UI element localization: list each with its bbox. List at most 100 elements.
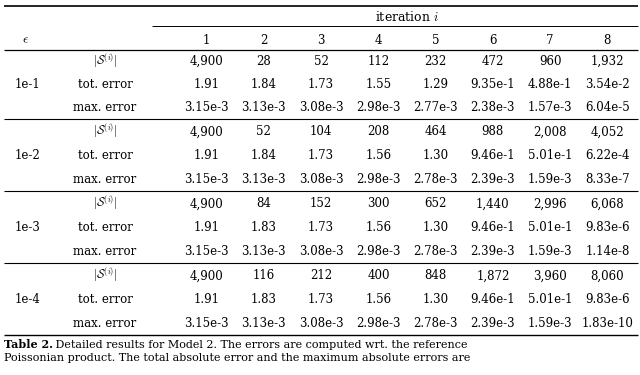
Text: 2,996: 2,996 (533, 197, 567, 210)
Text: 3.08e-3: 3.08e-3 (299, 316, 344, 330)
Text: 9.46e-1: 9.46e-1 (470, 221, 515, 234)
Text: 4,052: 4,052 (591, 125, 624, 138)
Text: 5.01e-1: 5.01e-1 (528, 293, 572, 306)
Text: 1.91: 1.91 (194, 78, 220, 91)
Text: 1e-3: 1e-3 (15, 221, 41, 234)
Text: 652: 652 (424, 197, 447, 210)
Text: 1.91: 1.91 (194, 149, 220, 162)
Text: 1.59e-3: 1.59e-3 (528, 244, 572, 258)
Text: 1.83: 1.83 (251, 221, 277, 234)
Text: 2.78e-3: 2.78e-3 (413, 316, 458, 330)
Text: 7: 7 (547, 33, 554, 46)
Text: $|\mathcal{S}^{(i)}|$: $|\mathcal{S}^{(i)}|$ (93, 266, 117, 285)
Text: 1.73: 1.73 (308, 221, 334, 234)
Text: 1: 1 (203, 33, 211, 46)
Text: 5: 5 (432, 33, 440, 46)
Text: 1.59e-3: 1.59e-3 (528, 172, 572, 186)
Text: 1.91: 1.91 (194, 293, 220, 306)
Text: 6,068: 6,068 (591, 197, 624, 210)
Text: 1.83: 1.83 (251, 293, 277, 306)
Text: tot. error: tot. error (77, 293, 132, 306)
Text: 1.83e-10: 1.83e-10 (581, 316, 634, 330)
Text: 1e-1: 1e-1 (15, 78, 41, 91)
Text: 9.83e-6: 9.83e-6 (585, 293, 630, 306)
Text: 2.98e-3: 2.98e-3 (356, 172, 401, 186)
Text: 1,440: 1,440 (476, 197, 509, 210)
Text: 6.22e-4: 6.22e-4 (585, 149, 630, 162)
Text: 4,900: 4,900 (189, 269, 223, 282)
Text: 1.30: 1.30 (422, 221, 449, 234)
Text: 960: 960 (539, 55, 561, 68)
Text: 1.29: 1.29 (422, 78, 449, 91)
Text: 52: 52 (257, 125, 271, 138)
Text: 4.88e-1: 4.88e-1 (528, 78, 572, 91)
Text: 988: 988 (482, 125, 504, 138)
Text: 212: 212 (310, 269, 332, 282)
Text: 3.13e-3: 3.13e-3 (241, 101, 286, 114)
Text: 6.04e-5: 6.04e-5 (585, 101, 630, 114)
Text: $|\mathcal{S}^{(i)}|$: $|\mathcal{S}^{(i)}|$ (93, 194, 117, 213)
Text: 3.15e-3: 3.15e-3 (184, 316, 229, 330)
Text: 1e-2: 1e-2 (15, 149, 41, 162)
Text: 5.01e-1: 5.01e-1 (528, 149, 572, 162)
Text: $\epsilon$: $\epsilon$ (22, 33, 29, 46)
Text: 3.15e-3: 3.15e-3 (184, 172, 229, 186)
Text: max. error: max. error (74, 101, 136, 114)
Text: 1.56: 1.56 (365, 221, 392, 234)
Text: 9.83e-6: 9.83e-6 (585, 221, 630, 234)
Text: 1.91: 1.91 (194, 221, 220, 234)
Text: 3.15e-3: 3.15e-3 (184, 244, 229, 258)
Text: 152: 152 (310, 197, 332, 210)
Text: 3.08e-3: 3.08e-3 (299, 244, 344, 258)
Text: 4,900: 4,900 (189, 125, 223, 138)
Text: 2.38e-3: 2.38e-3 (470, 101, 515, 114)
Text: 2.39e-3: 2.39e-3 (470, 172, 515, 186)
Text: 1,872: 1,872 (476, 269, 509, 282)
Text: 1.84: 1.84 (251, 78, 277, 91)
Text: 3.08e-3: 3.08e-3 (299, 172, 344, 186)
Text: 5.01e-1: 5.01e-1 (528, 221, 572, 234)
Text: 3.13e-3: 3.13e-3 (241, 172, 286, 186)
Text: 1.56: 1.56 (365, 293, 392, 306)
Text: 2,008: 2,008 (533, 125, 567, 138)
Text: 9.46e-1: 9.46e-1 (470, 293, 515, 306)
Text: 8: 8 (604, 33, 611, 46)
Text: 52: 52 (314, 55, 328, 68)
Text: 2.98e-3: 2.98e-3 (356, 244, 401, 258)
Text: 2.98e-3: 2.98e-3 (356, 101, 401, 114)
Text: Detailed results for Model 2. The errors are computed wrt. the reference: Detailed results for Model 2. The errors… (52, 340, 467, 350)
Text: iteration $i$: iteration $i$ (375, 10, 439, 24)
Text: 4,900: 4,900 (189, 55, 223, 68)
Text: 400: 400 (367, 269, 390, 282)
Text: max. error: max. error (74, 244, 136, 258)
Text: 1.14e-8: 1.14e-8 (585, 244, 630, 258)
Text: 300: 300 (367, 197, 390, 210)
Text: 1e-4: 1e-4 (15, 293, 41, 306)
Text: 116: 116 (253, 269, 275, 282)
Text: 3.13e-3: 3.13e-3 (241, 316, 286, 330)
Text: max. error: max. error (74, 172, 136, 186)
Text: tot. error: tot. error (77, 149, 132, 162)
Text: 1.84: 1.84 (251, 149, 277, 162)
Text: 1.73: 1.73 (308, 78, 334, 91)
Text: 4: 4 (374, 33, 382, 46)
Text: Table 2.: Table 2. (4, 339, 53, 351)
Text: 2.77e-3: 2.77e-3 (413, 101, 458, 114)
Text: 9.46e-1: 9.46e-1 (470, 149, 515, 162)
Text: 1.73: 1.73 (308, 293, 334, 306)
Text: 1.56: 1.56 (365, 149, 392, 162)
Text: 28: 28 (257, 55, 271, 68)
Text: 8.33e-7: 8.33e-7 (585, 172, 630, 186)
Text: 3,960: 3,960 (533, 269, 567, 282)
Text: 2.39e-3: 2.39e-3 (470, 316, 515, 330)
Text: Poissonian product. The total absolute error and the maximum absolute errors are: Poissonian product. The total absolute e… (4, 353, 470, 363)
Text: 1,932: 1,932 (591, 55, 624, 68)
Text: 2.78e-3: 2.78e-3 (413, 244, 458, 258)
Text: $|\mathcal{S}^{(i)}|$: $|\mathcal{S}^{(i)}|$ (93, 122, 117, 141)
Text: 1.57e-3: 1.57e-3 (528, 101, 572, 114)
Text: 3.08e-3: 3.08e-3 (299, 101, 344, 114)
Text: 2.39e-3: 2.39e-3 (470, 244, 515, 258)
Text: 848: 848 (424, 269, 447, 282)
Text: $|\mathcal{S}^{(i)}|$: $|\mathcal{S}^{(i)}|$ (93, 52, 117, 71)
Text: 1.55: 1.55 (365, 78, 392, 91)
